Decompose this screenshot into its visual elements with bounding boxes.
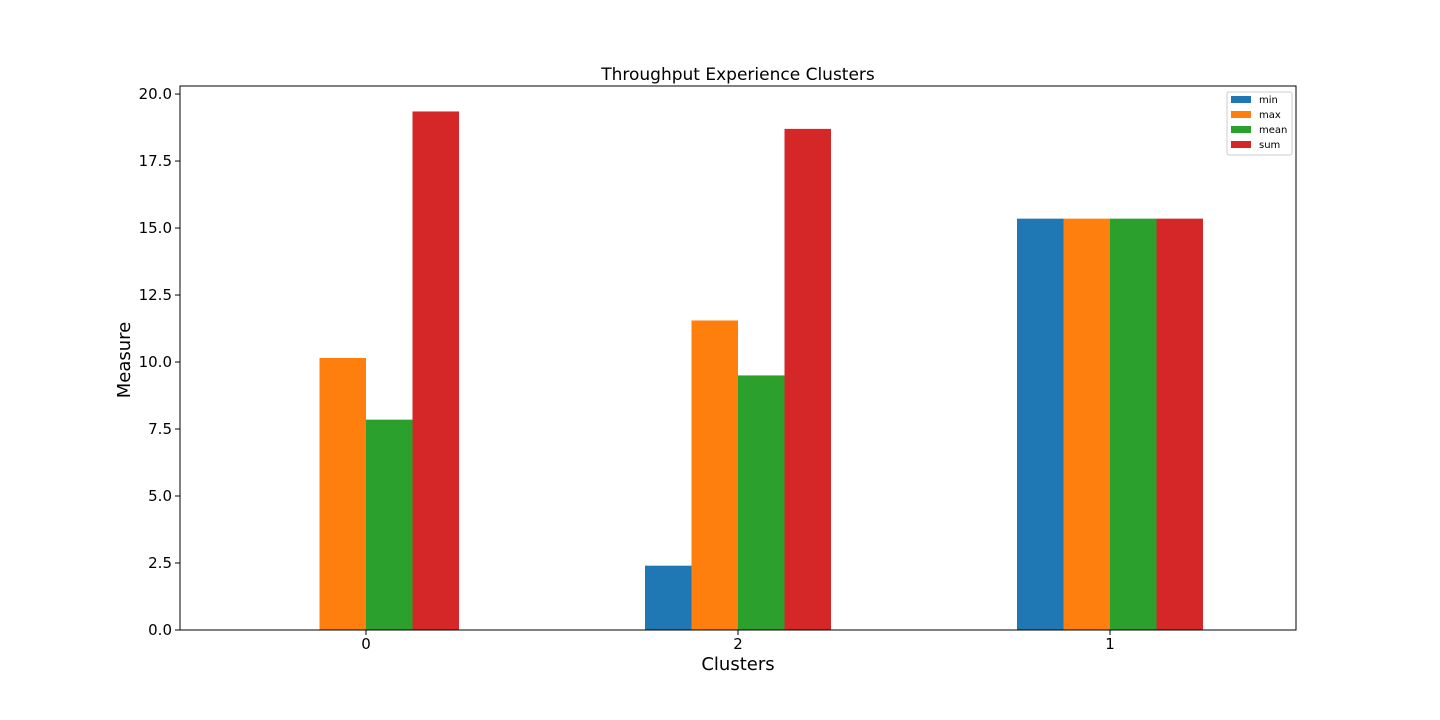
legend-swatch-mean bbox=[1231, 126, 1251, 133]
legend: min max mean sum bbox=[1226, 91, 1293, 156]
legend-swatch-sum bbox=[1231, 141, 1251, 148]
y-axis-label: Measure bbox=[114, 322, 135, 399]
bar-sum-cluster-1 bbox=[1156, 218, 1203, 630]
bar-mean-cluster-1 bbox=[1110, 218, 1157, 630]
bar-sum-cluster-2 bbox=[784, 128, 831, 630]
legend-label-mean: mean bbox=[1259, 125, 1287, 136]
bar-max-cluster-0 bbox=[319, 358, 366, 630]
bar-min-cluster-1 bbox=[1017, 218, 1064, 630]
y-tick-label: 20.0 bbox=[139, 85, 172, 103]
bar-max-cluster-1 bbox=[1063, 218, 1110, 630]
y-tick-label: 12.5 bbox=[139, 286, 172, 304]
y-tick-label: 2.5 bbox=[148, 554, 172, 572]
y-tick-label: 17.5 bbox=[139, 152, 172, 170]
y-tick-label: 5.0 bbox=[148, 487, 172, 505]
legend-label-sum: sum bbox=[1259, 140, 1280, 151]
y-tick-label: 7.5 bbox=[148, 420, 172, 438]
legend-label-min: min bbox=[1259, 95, 1278, 106]
bar-min-cluster-2 bbox=[645, 565, 692, 630]
chart-title: Throughput Experience Clusters bbox=[600, 65, 875, 85]
y-tick-label: 10.0 bbox=[139, 353, 172, 371]
plot-frame bbox=[179, 85, 1297, 631]
legend-swatch-max bbox=[1231, 111, 1251, 118]
x-tick-label: 1 bbox=[1105, 635, 1115, 653]
x-tick-label: 2 bbox=[733, 635, 743, 653]
bar-mean-cluster-2 bbox=[738, 375, 785, 630]
bar-sum-cluster-0 bbox=[412, 111, 459, 630]
bar-mean-cluster-0 bbox=[366, 419, 413, 630]
bars-group bbox=[319, 111, 1203, 630]
x-axis-label: Clusters bbox=[701, 654, 774, 675]
x-axis: 0 2 1 bbox=[361, 630, 1115, 653]
y-tick-label: 0.0 bbox=[148, 621, 172, 639]
legend-label-max: max bbox=[1259, 110, 1281, 121]
y-axis: 0.0 2.5 5.0 7.5 10.0 12.5 15.0 17.5 20.0 bbox=[139, 85, 180, 639]
legend-swatch-min bbox=[1231, 96, 1251, 103]
bar-max-cluster-2 bbox=[691, 320, 738, 630]
x-tick-label: 0 bbox=[361, 635, 371, 653]
legend-box bbox=[1226, 91, 1293, 156]
y-tick-label: 15.0 bbox=[139, 219, 172, 237]
